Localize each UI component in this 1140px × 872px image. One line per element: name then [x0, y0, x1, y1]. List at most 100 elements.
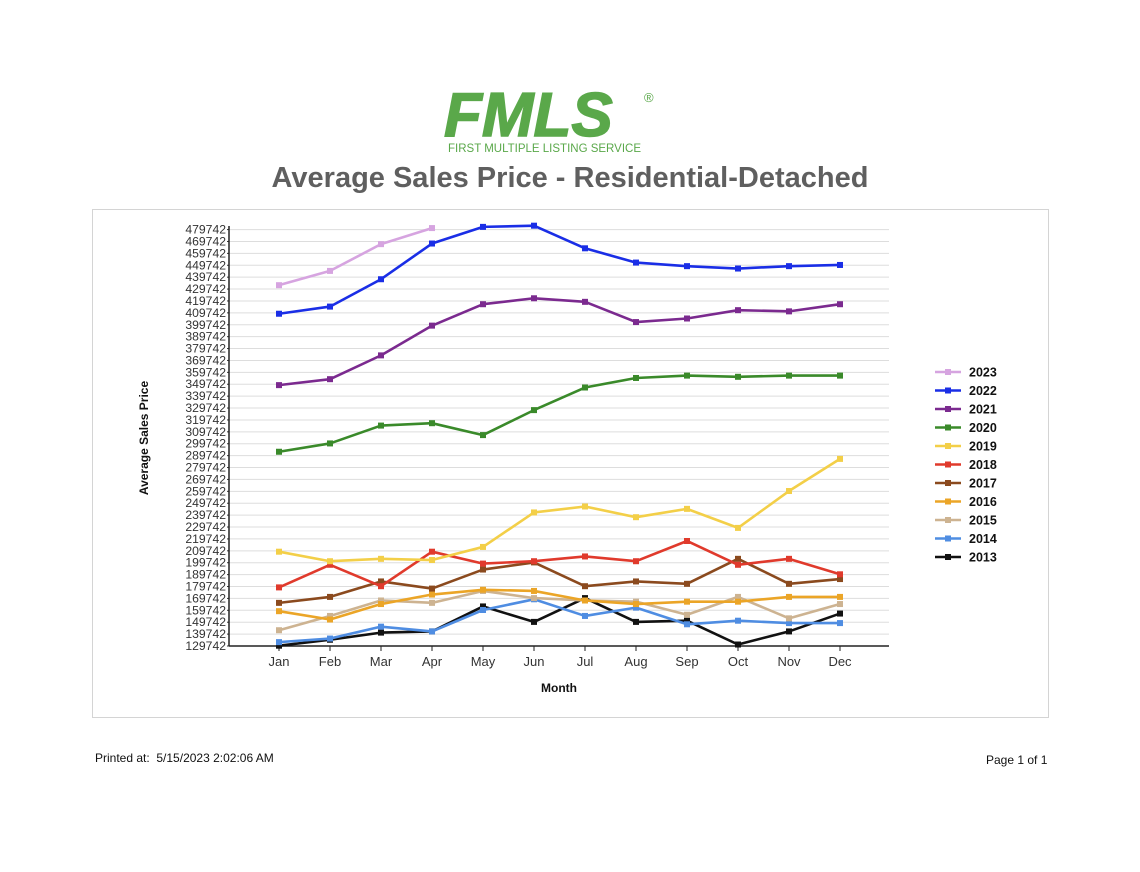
legend-swatch-marker	[945, 387, 951, 394]
legend-swatch-marker	[945, 480, 951, 486]
y-tick-label: 379742	[185, 342, 226, 356]
data-point	[429, 628, 435, 635]
y-tick-label: 359742	[185, 365, 226, 379]
legend-swatch-marker	[945, 443, 951, 449]
y-tick-label: 469742	[185, 234, 226, 248]
legend-item-2013: 2013	[935, 551, 997, 565]
series-line	[278, 597, 840, 644]
y-tick-label: 189742	[185, 568, 226, 582]
y-tick-label: 389742	[185, 330, 226, 344]
data-point	[684, 505, 690, 512]
data-point	[837, 610, 843, 617]
legend-label: 2014	[969, 532, 997, 546]
data-point	[735, 617, 741, 624]
data-point	[837, 571, 843, 578]
legend-item-2016: 2016	[935, 495, 997, 509]
data-point	[378, 623, 384, 630]
data-point	[429, 420, 435, 427]
data-point	[837, 261, 843, 268]
y-tick-label: 369742	[185, 353, 226, 367]
series-2019	[276, 455, 843, 565]
data-point	[531, 587, 537, 594]
printed-timestamp: Printed at: 5/15/2023 2:02:06 AM	[95, 751, 274, 765]
y-tick-label: 439742	[185, 270, 226, 284]
data-point	[276, 639, 282, 646]
series-line	[278, 224, 841, 316]
data-point	[735, 555, 741, 562]
data-point	[837, 593, 843, 600]
y-tick-label: 289742	[185, 449, 226, 463]
data-point	[327, 612, 333, 619]
data-point	[786, 615, 792, 622]
series-2014	[276, 596, 843, 646]
data-point	[378, 241, 384, 248]
data-point	[531, 558, 537, 565]
legend-label: 2020	[969, 421, 997, 435]
data-point	[837, 601, 843, 608]
data-point	[735, 265, 741, 272]
data-point	[531, 509, 537, 516]
legend-item-2014: 2014	[935, 532, 997, 546]
x-tick-label: Apr	[422, 654, 443, 669]
y-tick-label: 319742	[185, 413, 226, 427]
legend-swatch-marker	[945, 535, 951, 542]
data-point	[786, 555, 792, 562]
data-point	[429, 225, 435, 232]
data-point	[684, 580, 690, 587]
data-point	[735, 524, 741, 531]
data-point	[837, 620, 843, 627]
data-point	[531, 295, 537, 302]
y-tick-label: 129742	[185, 639, 226, 653]
data-point	[327, 616, 333, 623]
series-2018	[276, 537, 843, 591]
legend-label: 2021	[969, 403, 997, 417]
y-tick-label: 399742	[185, 318, 226, 332]
chart-container: 129742 139742 149742 159742 169742 179742 1897…	[92, 209, 1049, 718]
data-point	[378, 601, 384, 608]
series-2021	[276, 295, 843, 389]
y-tick-label: 199742	[185, 556, 226, 570]
legend-label: 2017	[969, 477, 997, 491]
data-point	[429, 240, 435, 247]
legend-label: 2015	[969, 514, 997, 528]
legend: 2023 2022 2021 2020 2019 2018 2017 2016 2015 2014…	[935, 366, 997, 565]
data-point	[429, 585, 435, 592]
data-point	[684, 621, 690, 628]
y-tick-label: 249742	[185, 496, 226, 510]
registered-mark: ®	[644, 90, 654, 105]
data-point	[276, 627, 282, 634]
data-point	[429, 599, 435, 606]
y-tick-label: 279742	[185, 461, 226, 475]
data-point	[276, 599, 282, 606]
data-point	[684, 263, 690, 270]
series-2022	[276, 222, 843, 317]
data-point	[531, 595, 537, 602]
y-tick-label: 329742	[185, 401, 226, 415]
data-point	[633, 578, 639, 585]
data-point	[531, 407, 537, 414]
data-point	[786, 593, 792, 600]
data-point	[735, 307, 741, 314]
data-point	[684, 617, 690, 624]
series-line	[278, 226, 433, 287]
x-tick-label: Jul	[577, 654, 594, 669]
logo-wordmark: FMLS	[444, 84, 613, 150]
data-point	[429, 548, 435, 555]
legend-swatch-marker	[945, 498, 951, 505]
y-tick-label: 269742	[185, 472, 226, 486]
series-line	[278, 596, 841, 647]
legend-label: 2022	[969, 384, 997, 398]
data-point	[837, 301, 843, 308]
data-point	[684, 611, 690, 618]
x-tick-label: Jan	[269, 654, 290, 669]
x-tick-label: Feb	[319, 654, 341, 669]
legend-swatch-marker	[945, 424, 951, 431]
data-point	[378, 629, 384, 636]
data-point	[276, 642, 282, 649]
data-point	[633, 601, 639, 608]
data-point	[837, 455, 843, 462]
x-tick-label: Nov	[777, 654, 801, 669]
y-tick-label: 429742	[185, 282, 226, 296]
data-point	[429, 322, 435, 329]
y-tick-label: 349742	[185, 377, 226, 391]
